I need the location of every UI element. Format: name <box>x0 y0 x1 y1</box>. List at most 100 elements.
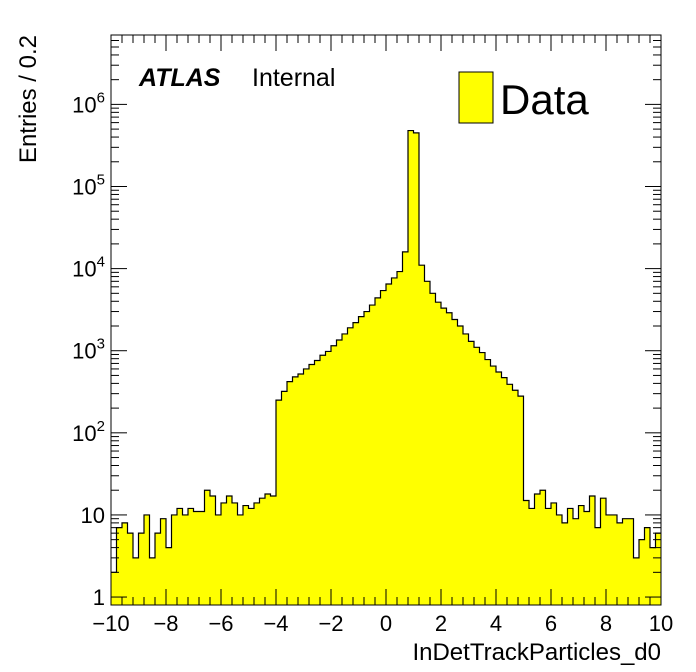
histogram-bin <box>215 514 222 605</box>
atlas-status-label: Internal <box>252 64 335 92</box>
y-tick-label: 106 <box>72 89 105 117</box>
histogram-bin <box>512 390 519 605</box>
histogram-bin <box>237 514 244 605</box>
histogram-bin <box>595 527 601 605</box>
atlas-experiment-label: ATLAS <box>138 64 221 92</box>
histogram-bin <box>287 381 293 605</box>
histogram-bin <box>221 502 227 605</box>
histogram-bin <box>265 493 271 605</box>
histogram-bin <box>424 281 431 605</box>
histogram-bin <box>276 400 282 605</box>
histogram-bin <box>270 496 277 605</box>
histogram-bin <box>452 319 458 605</box>
histogram-bin <box>149 557 156 605</box>
histogram-bin <box>408 130 414 605</box>
histogram-bin <box>435 302 442 605</box>
histogram-bin <box>336 340 343 605</box>
legend-swatch <box>458 71 494 124</box>
histogram-bin <box>177 508 183 605</box>
histogram-bin <box>199 511 205 605</box>
histogram-bin <box>463 333 469 605</box>
histogram-bin <box>292 376 299 605</box>
histogram-bin <box>314 360 321 605</box>
histogram-bin <box>468 341 475 605</box>
histogram-bin <box>600 498 607 605</box>
histogram-bin <box>248 508 255 605</box>
histogram-bin <box>589 496 596 605</box>
histogram-bin <box>281 391 288 605</box>
histogram-bin <box>507 384 513 605</box>
histogram-bin <box>622 518 629 605</box>
histogram-bin <box>111 572 117 605</box>
histogram-bin <box>479 352 486 605</box>
legend: Data <box>458 71 589 124</box>
x-tick-label: 10 <box>649 611 673 636</box>
histogram-bin <box>331 345 337 605</box>
histogram-bin <box>160 518 167 605</box>
histogram-bin <box>325 351 332 605</box>
histogram-bin <box>320 355 326 605</box>
histogram-bin <box>518 396 524 605</box>
histogram-bin <box>188 508 194 605</box>
histogram-bin <box>650 547 656 605</box>
histogram-bin <box>606 514 612 605</box>
x-tick-label: −4 <box>263 611 288 636</box>
y-tick-label: 10 <box>81 503 105 528</box>
axis-ticks <box>110 34 662 605</box>
histogram-bin <box>655 533 662 605</box>
histogram-bin <box>127 533 134 605</box>
histogram-bin <box>457 325 464 605</box>
histogram-bin <box>182 514 189 605</box>
histogram-bin <box>144 514 150 605</box>
histogram-bin <box>232 502 238 605</box>
y-tick-label: 104 <box>72 254 105 282</box>
x-tick-label: −8 <box>153 611 178 636</box>
y-tick-label: 102 <box>72 418 105 446</box>
histogram-bin <box>133 557 139 605</box>
histogram-bin <box>446 312 453 605</box>
x-tick-label: 6 <box>545 611 557 636</box>
y-axis-title: Entries / 0.2 <box>15 35 42 163</box>
x-tick-label: −10 <box>92 611 129 636</box>
histogram-bin <box>562 522 568 605</box>
histogram-bin <box>556 514 563 605</box>
histogram-bin <box>644 527 651 605</box>
histogram-bin <box>578 505 585 605</box>
histogram-bin <box>534 493 541 605</box>
histogram-bin <box>611 514 618 605</box>
histogram-bin <box>259 498 266 605</box>
histogram-bin <box>540 490 546 605</box>
histogram-bin <box>298 374 304 605</box>
x-tick-label: 0 <box>380 611 392 636</box>
histogram-bin <box>116 527 123 605</box>
histogram-bin <box>364 311 370 605</box>
histogram-bin <box>155 533 161 605</box>
histogram-bin <box>210 496 216 605</box>
histogram-bin <box>342 333 348 605</box>
histogram-bin <box>171 514 178 605</box>
x-tick-label: 2 <box>435 611 447 636</box>
histogram-bin <box>369 305 376 605</box>
histogram-bin <box>639 539 645 605</box>
histogram-bin <box>386 283 392 605</box>
histogram-bin <box>397 271 403 605</box>
histogram-bin <box>122 522 128 605</box>
histogram-bin <box>545 508 552 605</box>
x-tick-label: −2 <box>318 611 343 636</box>
histogram-bin <box>402 251 409 605</box>
histogram-bin <box>391 277 398 605</box>
histogram-bars <box>111 129 662 605</box>
histogram-bin <box>529 508 535 605</box>
histogram-bin <box>254 502 260 605</box>
histogram-bin <box>501 377 508 605</box>
histogram-bin <box>226 496 233 605</box>
histogram-bin <box>490 366 497 605</box>
histogram-bin <box>309 364 315 605</box>
histogram-bin <box>380 290 387 605</box>
x-tick-label: 4 <box>490 611 502 636</box>
histogram-bin <box>496 372 502 605</box>
histogram-bin <box>358 316 365 605</box>
histogram-bin <box>584 511 590 605</box>
y-tick-label: 105 <box>72 171 105 199</box>
